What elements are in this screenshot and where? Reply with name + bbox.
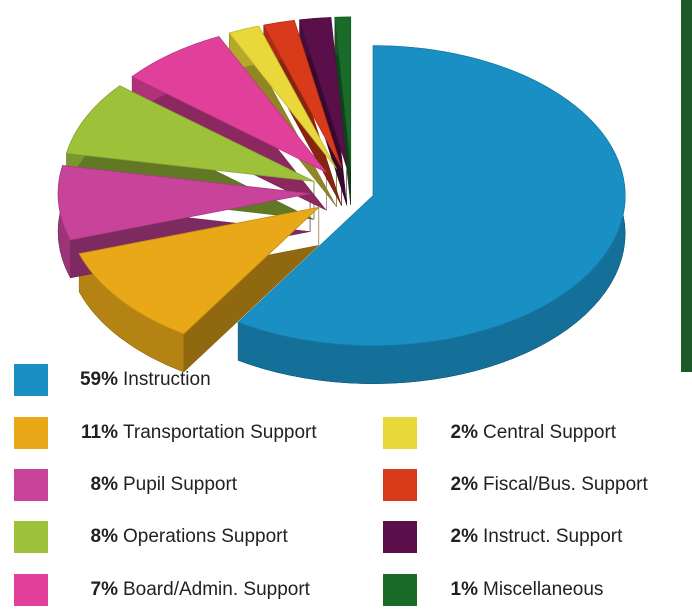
legend-label: Central Support	[483, 422, 617, 443]
legend-swatch	[383, 521, 417, 553]
legend-swatch	[383, 574, 417, 606]
legend-swatch	[14, 521, 48, 553]
legend-percent: 1%	[451, 579, 479, 600]
legend-swatch	[14, 469, 48, 501]
legend-percent: 11%	[81, 422, 118, 443]
legend-swatch	[14, 574, 48, 606]
legend-percent: 7%	[91, 579, 119, 600]
legend-percent: 8%	[91, 526, 119, 547]
legend-percent: 2%	[451, 422, 479, 443]
legend-label: Pupil Support	[123, 474, 238, 495]
legend-percent: 59%	[80, 369, 118, 390]
legend: 59% Instruction 11% Transportation Support 8…	[14, 364, 648, 606]
legend-swatch	[14, 364, 48, 396]
slice	[131, 36, 327, 173]
slice	[237, 45, 626, 347]
legend-label: Instruction	[123, 369, 211, 390]
legend-swatch	[14, 417, 48, 449]
legend-label: Operations Support	[123, 526, 288, 547]
legend-label: Instruct. Support	[483, 526, 623, 547]
side-stripe	[681, 0, 692, 372]
pie	[57, 16, 626, 384]
slice	[78, 206, 321, 335]
legend-label: Transportation Support	[123, 422, 317, 443]
legend-swatch	[383, 417, 417, 449]
legend-percent: 2%	[451, 474, 479, 495]
slice	[228, 25, 337, 170]
slice	[57, 165, 311, 241]
legend-swatch	[383, 469, 417, 501]
slice	[263, 20, 342, 168]
slice	[334, 16, 352, 168]
legend-label: Fiscal/Bus. Support	[483, 474, 648, 495]
slice	[298, 17, 348, 168]
legend-percent: 8%	[91, 474, 119, 495]
legend-label: Miscellaneous	[483, 579, 603, 600]
slice	[65, 85, 315, 182]
legend-percent: 2%	[451, 526, 479, 547]
legend-label: Board/Admin. Support	[123, 579, 311, 600]
